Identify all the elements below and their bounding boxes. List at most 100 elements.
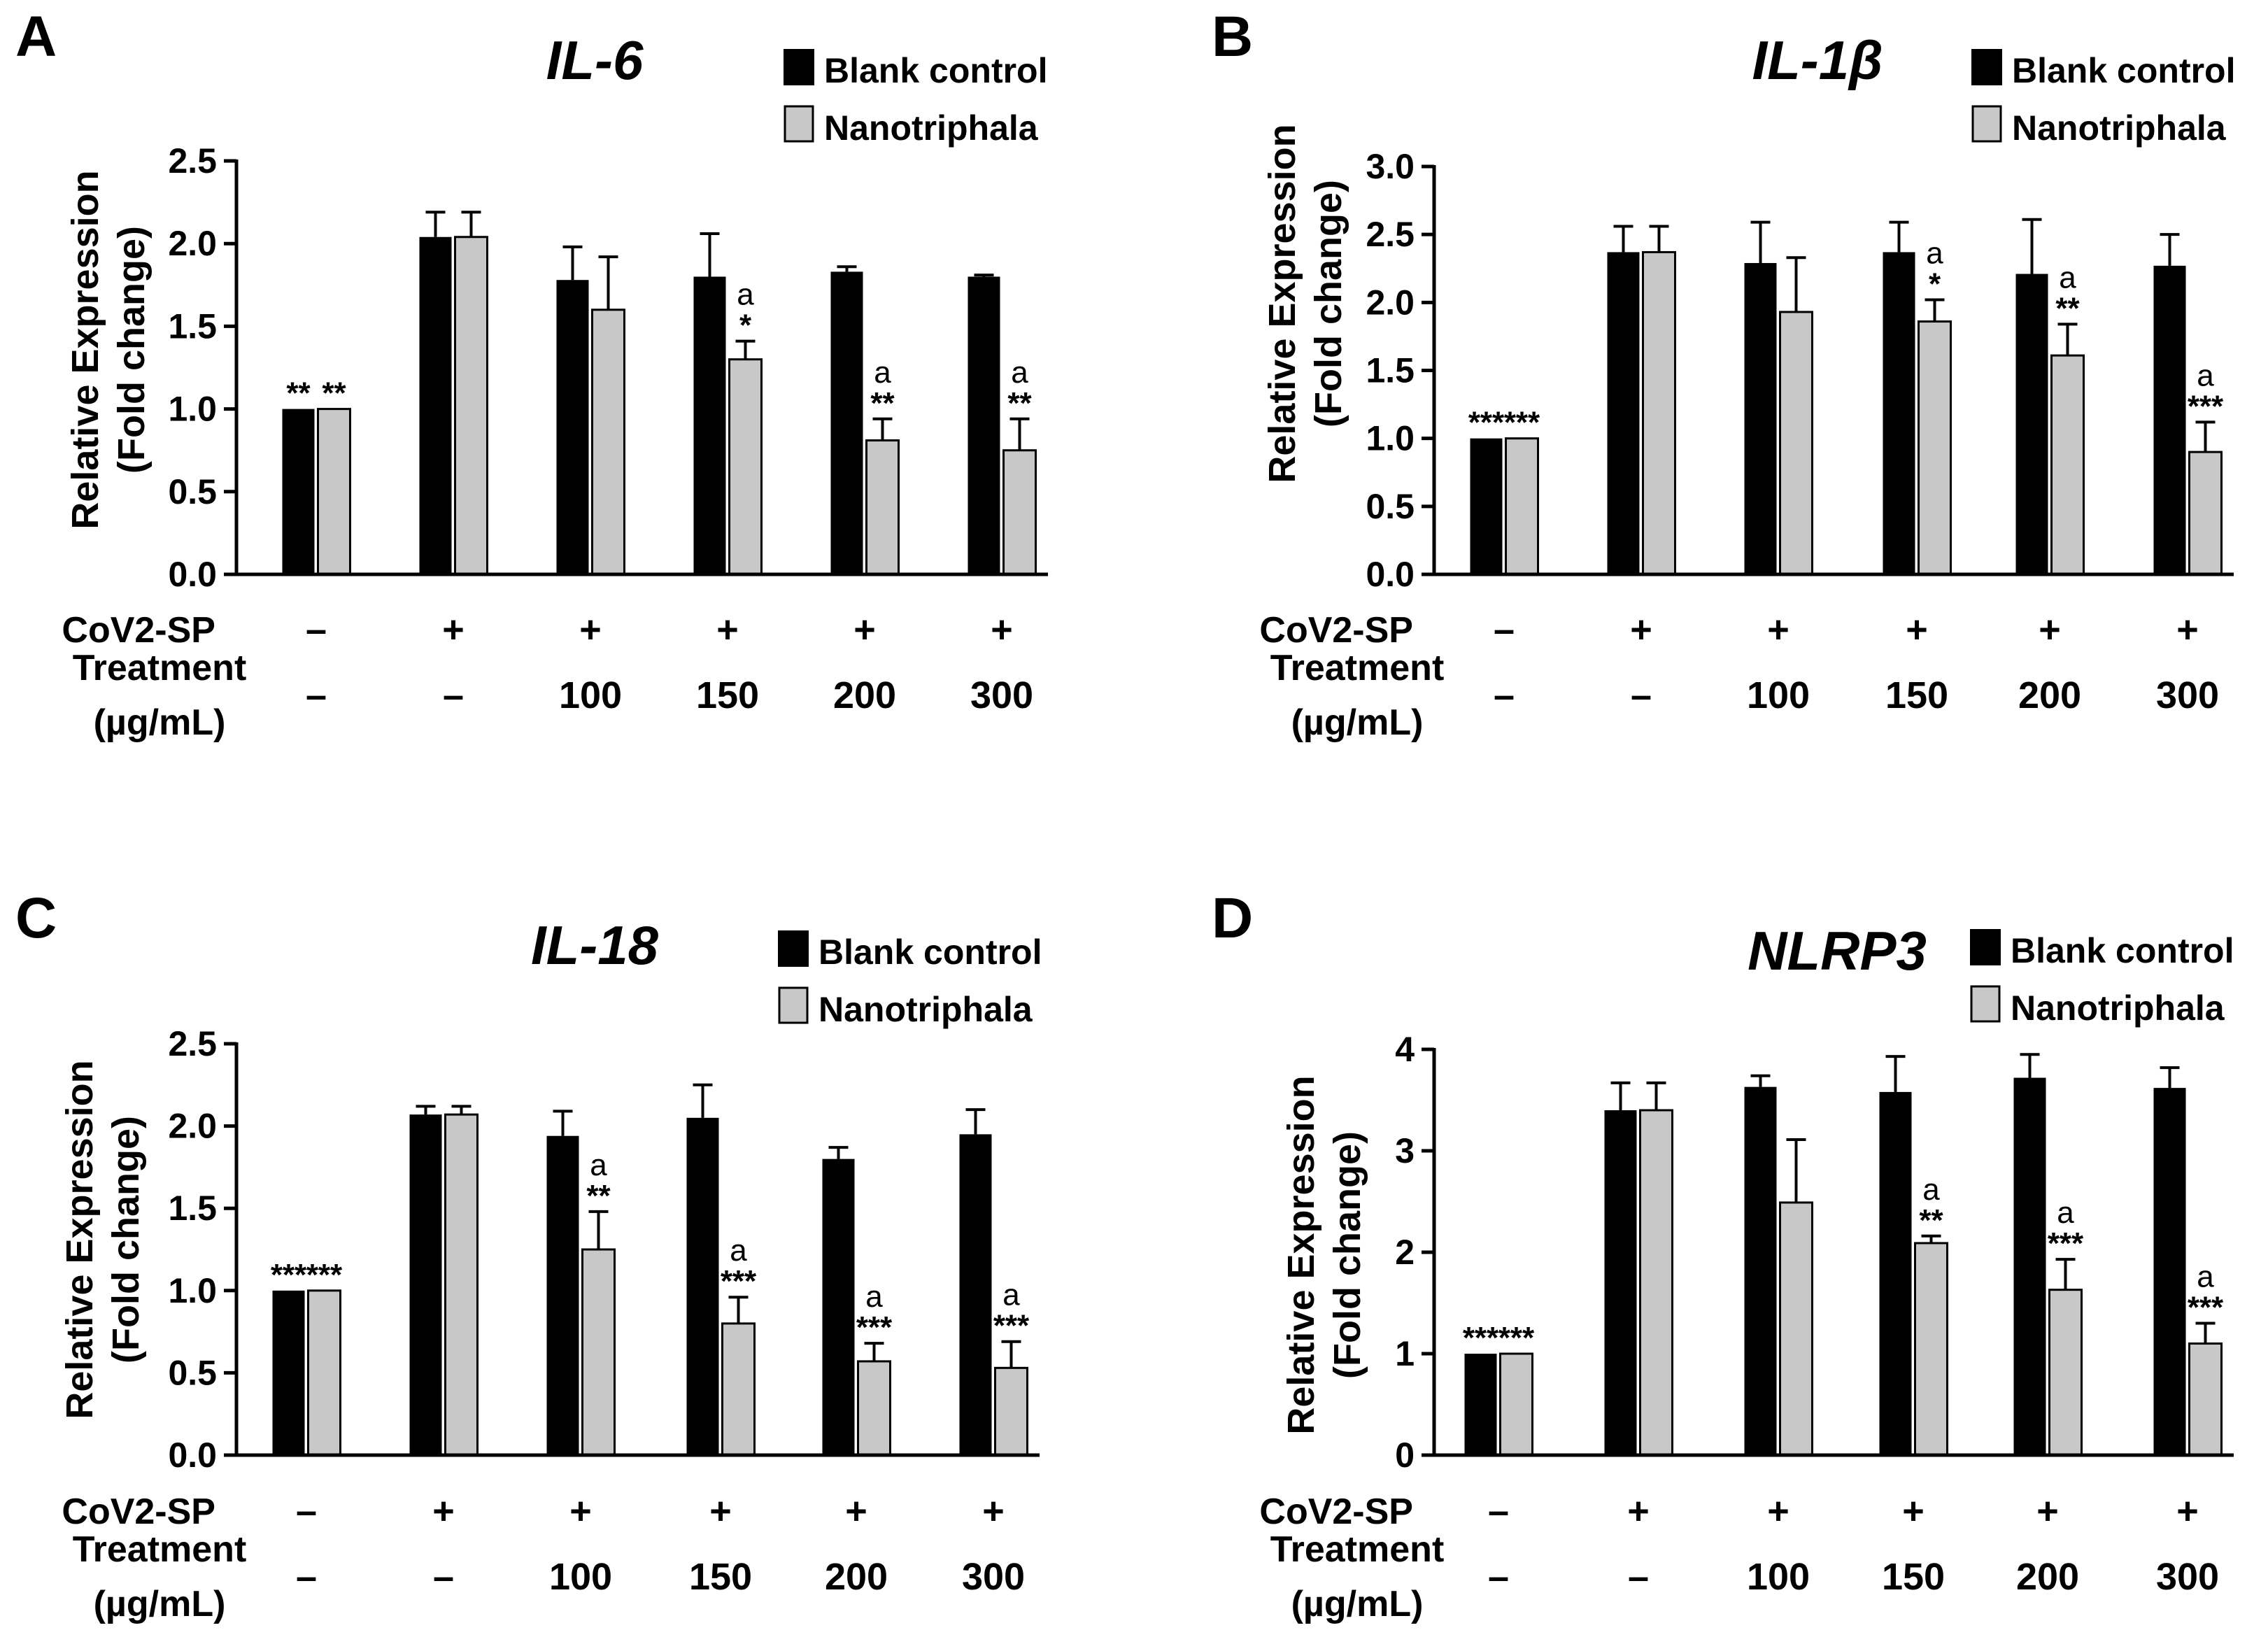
bar-nanotriphala: [1499, 1352, 1533, 1457]
treatment-value: –: [1494, 674, 1515, 716]
significance-label: ***: [1463, 1321, 1499, 1355]
bar-blank-control: [830, 271, 863, 574]
treatment-value: 200: [2018, 674, 2081, 716]
y-axis-label-line1: Relative Expression: [59, 1060, 101, 1419]
cov2sp-value: +: [991, 609, 1013, 651]
significance-label: ***: [2188, 389, 2224, 423]
legend-label-blank: Blank control: [818, 933, 1042, 972]
treatment-value: –: [1488, 1556, 1509, 1598]
bar-blank-control: [1879, 1091, 1912, 1455]
panel-letter: D: [1212, 886, 1253, 950]
significance-a-label: a: [865, 1280, 883, 1314]
bar-blank-control: [693, 276, 726, 574]
treatment-value: 200: [825, 1556, 888, 1598]
row-label-treatment: Treatment: [1270, 1529, 1445, 1570]
bar-blank-control: [1604, 1110, 1637, 1455]
bars: *** *****a***a***a: [1463, 1053, 2224, 1457]
cov2sp-value: +: [2176, 609, 2199, 651]
chart-panel-b: B IL-1β Blank control Nanotriphala Relative …: [1212, 5, 2235, 743]
cov2sp-value: –: [296, 1490, 317, 1532]
y-tick-label: 0.0: [1366, 555, 1415, 594]
bar-blank-control: [282, 409, 315, 574]
cov2sp-value: +: [432, 1490, 455, 1532]
bar-nanotriphala: [1779, 1201, 1813, 1457]
significance-a-label: a: [730, 1233, 747, 1268]
treatment-value: 150: [1885, 674, 1948, 716]
treatment-value: 100: [549, 1556, 612, 1598]
y-axis-label-line1: Relative Expression: [1261, 124, 1303, 483]
cov2sp-value: +: [1630, 609, 1652, 651]
cov2sp-value: +: [1906, 609, 1928, 651]
legend-label-nano: Nanotriphala: [2011, 989, 2225, 1028]
legend-swatch-nano: [778, 986, 809, 1024]
legend-swatch-nano: [1970, 985, 2001, 1023]
significance-label: **: [586, 1179, 611, 1213]
significance-label: **: [322, 376, 346, 411]
significance-label: ***: [1504, 406, 1540, 440]
significance-label: ***: [856, 1310, 893, 1345]
row-label-treatment: Treatment: [73, 1529, 247, 1570]
y-tick-label: 1.0: [168, 390, 217, 429]
treatment-value: 150: [689, 1556, 752, 1598]
y-tick-label: 1: [1395, 1334, 1415, 1373]
treatment-value: –: [433, 1556, 454, 1598]
significance-label: **: [1007, 386, 1032, 420]
y-tick-label: 2.0: [168, 1107, 217, 1146]
legend-swatch-nano: [1971, 105, 2002, 143]
cov2sp-value: +: [2036, 1490, 2059, 1532]
bar-nanotriphala: [2048, 1289, 2083, 1457]
bar-blank-control: [1470, 438, 1503, 574]
legend-label-nano: Nanotriphala: [824, 108, 1039, 148]
row-label-unit: (µg/mL): [94, 1584, 226, 1624]
y-tick-label: 1.0: [1366, 419, 1415, 458]
legend-label-blank: Blank control: [2011, 931, 2234, 970]
cov2sp-value: +: [2176, 1490, 2199, 1532]
cov2sp-value: +: [709, 1490, 732, 1532]
bar-blank-control: [1464, 1354, 1497, 1455]
bar-nanotriphala: [454, 236, 488, 576]
significance-label: ***: [721, 1264, 757, 1298]
treatment-value: –: [296, 1556, 317, 1598]
bar-blank-control: [686, 1117, 719, 1455]
treatment-value: 100: [559, 674, 622, 716]
row-label-treatment: Treatment: [1270, 648, 1445, 688]
treatment-value: 300: [2156, 1556, 2219, 1598]
y-tick-label: 2.0: [168, 224, 217, 263]
y-tick-label: 1.0: [168, 1271, 217, 1310]
row-label-cov2sp: CoV2-SP: [62, 1491, 215, 1532]
bar-blank-control: [2153, 265, 2186, 574]
y-tick-label: 2: [1395, 1233, 1415, 1272]
row-label-treatment: Treatment: [73, 648, 247, 688]
cov2sp-value: +: [1627, 1490, 1650, 1532]
y-tick-label: 0.5: [168, 472, 217, 511]
chart-title: IL-6: [546, 29, 644, 91]
bar-nanotriphala: [728, 358, 763, 576]
y-tick-label: 0.0: [168, 1436, 217, 1475]
significance-label: ***: [2188, 1291, 2224, 1325]
significance-label: **: [870, 386, 895, 420]
y-tick-label: 0: [1395, 1436, 1415, 1475]
y-axis-label-line2: (Fold change): [1326, 1131, 1368, 1379]
cov2sp-value: +: [2039, 609, 2061, 651]
bar-nanotriphala: [1779, 311, 1813, 576]
treatment-value: 150: [696, 674, 759, 716]
cov2sp-value: +: [982, 1490, 1005, 1532]
treatment-value: 300: [970, 674, 1033, 716]
bar-blank-control: [556, 280, 589, 574]
y-tick-label: 0.5: [1366, 487, 1415, 526]
y-tick-label: 4: [1395, 1030, 1415, 1069]
cov2sp-value: +: [716, 609, 739, 651]
bar-nanotriphala: [865, 439, 900, 576]
bar-nanotriphala: [1639, 1109, 1673, 1457]
significance-a-label: a: [1011, 355, 1028, 390]
y-axis-label-line2: (Fold change): [1307, 180, 1349, 427]
row-label-cov2sp: CoV2-SP: [62, 610, 215, 651]
significance-a-label: a: [2197, 358, 2214, 392]
significance-label: **: [2055, 291, 2080, 325]
significance-a-label: a: [2059, 260, 2076, 295]
legend-swatch-blank: [784, 49, 814, 85]
cov2sp-value: +: [569, 1490, 592, 1532]
bar-nanotriphala: [857, 1360, 891, 1457]
y-tick-label: 3: [1395, 1131, 1415, 1170]
significance-a-label: a: [737, 278, 754, 312]
